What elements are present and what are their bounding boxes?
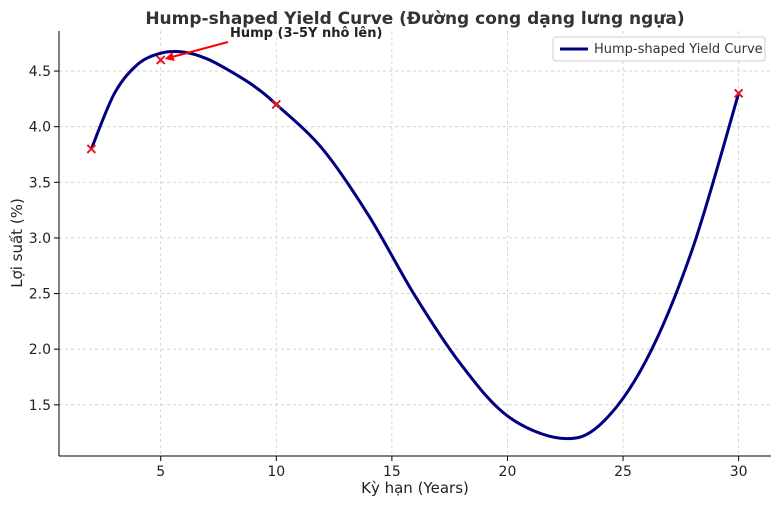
x-tick-label: 20 <box>499 464 517 480</box>
data-point-marker <box>271 99 282 110</box>
annotation: Hump (3–5Y nhô lên) <box>164 26 382 61</box>
y-tick-label: 3.5 <box>29 175 51 191</box>
y-tick-label: 2.5 <box>29 287 51 303</box>
legend-box <box>552 36 766 62</box>
x-tick-label: 5 <box>156 464 165 480</box>
plot-frame <box>58 31 771 457</box>
x-axis-label: Kỳ hạn (Years) <box>361 479 469 497</box>
x-tick-label: 25 <box>614 464 632 480</box>
data-point-marker <box>156 55 166 65</box>
y-tick-label: 3.0 <box>29 231 51 247</box>
y-axis-label: Lợi suất (%) <box>8 198 26 288</box>
y-axis-ticks: 1.5 2.0 2.5 3.0 3.5 4.0 4.5 <box>29 64 59 414</box>
x-tick-label: 10 <box>267 464 285 480</box>
annotation-arrowhead <box>164 52 175 61</box>
grid-lines <box>59 31 771 456</box>
data-point-marker <box>86 144 97 154</box>
annotation-label: Hump (3–5Y nhô lên) <box>230 26 382 41</box>
annotation-arrow <box>173 41 229 58</box>
y-tick-label: 2.0 <box>29 342 51 358</box>
x-axis-ticks: 5 10 15 20 25 30 <box>156 456 748 480</box>
series-layer <box>89 50 741 441</box>
data-point-marker <box>733 88 744 99</box>
legend: Hump-shaped Yield Curve <box>552 36 766 62</box>
marker-layer <box>86 55 744 154</box>
chart-title: Hump-shaped Yield Curve (Đường cong dạng… <box>145 9 684 29</box>
legend-label: Hump-shaped Yield Curve <box>594 42 763 57</box>
x-tick-label: 15 <box>383 464 401 480</box>
y-tick-label: 4.0 <box>29 120 51 136</box>
y-tick-label: 1.5 <box>29 398 51 414</box>
series-line <box>89 50 741 441</box>
y-tick-label: 4.5 <box>29 64 51 80</box>
x-tick-label: 30 <box>730 464 748 480</box>
